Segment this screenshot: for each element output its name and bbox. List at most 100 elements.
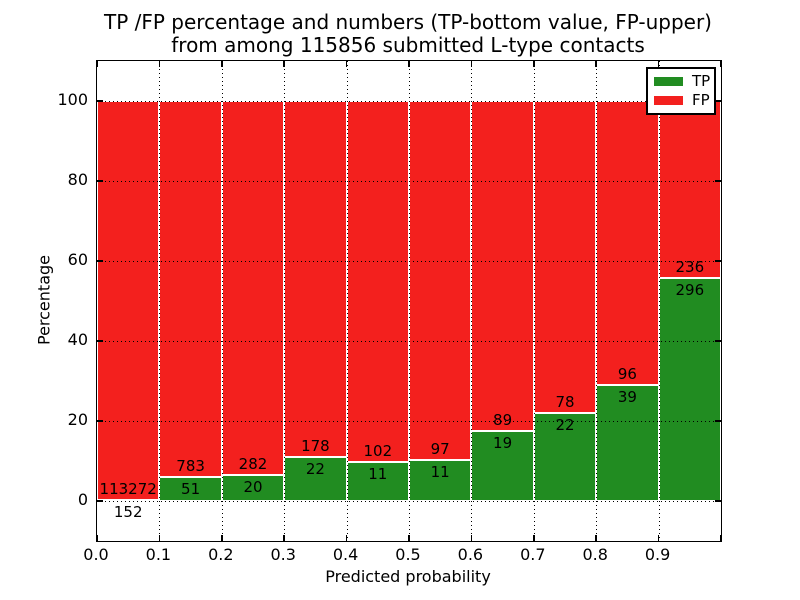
x-tick-bottom-5 [408, 535, 410, 541]
x-tick-top-7 [533, 61, 535, 67]
legend: TP FP [646, 67, 716, 115]
gridline-y-60 [97, 261, 721, 262]
x-tick-label-0.6: 0.6 [457, 545, 484, 564]
bar-tp-3 [284, 457, 347, 501]
y-tick-label-80: 80 [67, 170, 88, 189]
x-tick-top-9 [657, 61, 660, 67]
tp-count-label-6: 19 [493, 433, 513, 452]
x-tick-bottom-9 [657, 535, 660, 541]
gridline-x-0.4 [346, 61, 348, 541]
x-tick-bottom-1 [158, 535, 161, 541]
gridline-x-0.5 [409, 61, 410, 541]
x-tick-top-6 [470, 61, 473, 67]
y-tick-left-20 [97, 420, 103, 422]
x-tick-top-4 [345, 61, 348, 67]
bar-fp-8 [596, 101, 659, 386]
x-tick-bottom-10 [720, 535, 722, 541]
y-tick-right-40 [715, 340, 721, 342]
fp-count-label-2: 282 [238, 454, 268, 473]
x-tick-bottom-4 [345, 535, 348, 541]
bar-tp-9 [658, 278, 721, 501]
legend-entry-fp: FP [654, 93, 714, 108]
tp-count-label-5: 11 [430, 463, 450, 482]
y-tick-right-60 [715, 260, 721, 262]
gridline-y-80 [97, 181, 721, 182]
y-tick-label-60: 60 [67, 250, 88, 269]
chart-title-line1: TP /FP percentage and numbers (TP-bottom… [104, 10, 712, 34]
y-tick-left-40 [97, 340, 103, 342]
x-tick-label-0.2: 0.2 [208, 545, 234, 564]
bar-tp-2 [221, 474, 285, 501]
gridline-x-0.3 [284, 61, 286, 541]
gridline-y-20 [97, 421, 721, 422]
gridline-x-0.1 [159, 61, 161, 541]
bar-tp-8 [596, 385, 659, 501]
x-tick-bottom-7 [533, 535, 535, 541]
y-tick-label-100: 100 [57, 90, 88, 109]
bar-fp-9 [658, 101, 721, 279]
x-tick-label-0.3: 0.3 [270, 545, 296, 564]
y-tick-label-20: 20 [67, 410, 88, 429]
fp-count-label-3: 178 [301, 437, 330, 455]
y-tick-right-0 [715, 500, 721, 502]
y-tick-label-0: 0 [77, 490, 88, 509]
tp-count-label-0: 152 [113, 503, 143, 522]
x-tick-top-8 [595, 61, 597, 67]
tp-count-label-4: 11 [368, 465, 388, 484]
x-tick-label-0.4: 0.4 [332, 545, 359, 564]
y-tick-right-20 [715, 420, 721, 422]
x-tick-label-0.0: 0.0 [83, 545, 109, 564]
gridline-y-40 [97, 341, 721, 342]
bar-fp-0 [97, 101, 160, 501]
y-tick-label-40: 40 [67, 330, 88, 349]
x-tick-label-0.1: 0.1 [145, 545, 172, 564]
x-tick-bottom-8 [595, 535, 597, 541]
fp-count-label-1: 783 [176, 456, 205, 475]
y-tick-left-100 [97, 100, 103, 102]
tp-count-label-7: 22 [555, 416, 575, 434]
plot-area: 113272 152 783 51 282 20 178 22 102 11 97 11 89 19 78 2… [96, 60, 722, 542]
x-tick-top-3 [283, 61, 285, 67]
y-tick-right-80 [715, 180, 721, 182]
tp-count-label-9: 296 [675, 281, 705, 300]
x-tick-top-1 [158, 61, 161, 67]
bar-tp-6 [471, 430, 534, 501]
x-tick-bottom-3 [283, 535, 285, 541]
x-tick-top-0 [96, 61, 98, 67]
x-tick-label-0.9: 0.9 [644, 545, 671, 564]
tp-count-label-3: 22 [305, 460, 325, 478]
y-tick-left-80 [97, 180, 103, 182]
tp-count-label-8: 39 [617, 388, 637, 407]
fp-count-label-7: 78 [555, 393, 575, 411]
legend-label-tp: TP [692, 71, 711, 90]
bar-tp-7 [533, 413, 597, 501]
x-tick-bottom-6 [470, 535, 473, 541]
bar-fp-2 [221, 101, 285, 475]
bar-fp-7 [533, 101, 597, 413]
legend-label-fp: FP [692, 91, 710, 110]
x-tick-top-10 [720, 61, 722, 67]
fp-count-label-6: 89 [493, 410, 513, 429]
bar-fp-4 [346, 101, 409, 463]
fp-count-label-4: 102 [363, 442, 393, 461]
gridline-x-0.7 [533, 61, 535, 541]
y-tick-left-60 [97, 260, 103, 262]
gridline-x-0.6 [471, 61, 473, 541]
tp-swatch-icon [654, 76, 683, 86]
bar-tp-1 [159, 476, 222, 501]
bar-fp-5 [409, 101, 472, 461]
legend-entry-tp: TP [654, 71, 714, 90]
x-tick-top-2 [221, 61, 223, 67]
bar-fp-3 [284, 101, 347, 457]
x-tick-bottom-2 [221, 535, 223, 541]
x-tick-label-0.5: 0.5 [395, 545, 421, 564]
gridline-x-0.9 [658, 61, 660, 541]
x-tick-label-0.7: 0.7 [520, 545, 546, 564]
fp-count-label-9: 236 [675, 258, 705, 277]
gridline-y-100 [97, 101, 721, 102]
gridline-x-0.8 [596, 61, 598, 541]
tp-count-label-1: 51 [181, 479, 201, 498]
fp-count-label-8: 96 [617, 365, 637, 384]
chart-title: TP /FP percentage and numbers (TP-bottom… [96, 11, 720, 57]
fp-count-label-0: 113272 [99, 480, 157, 499]
